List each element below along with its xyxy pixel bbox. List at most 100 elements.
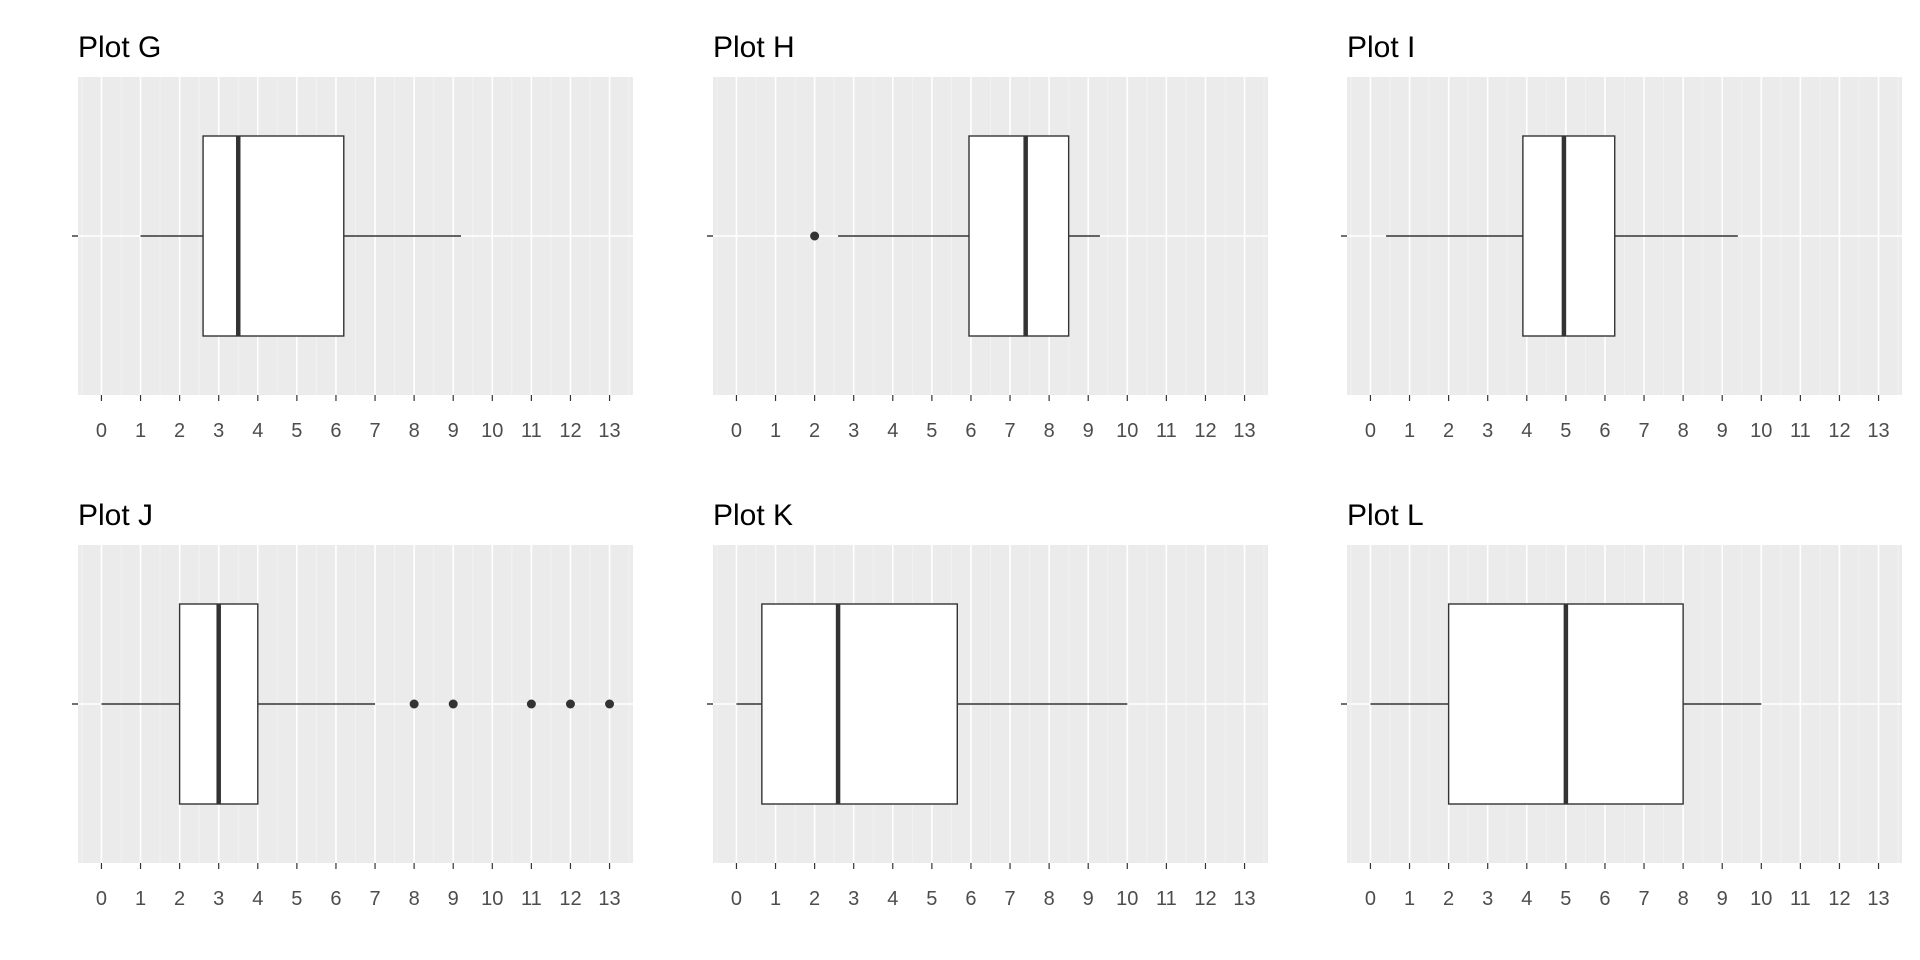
boxplot-panel: Plot H0 1 2 3 4 5 6 7 8 9 10 11 12 13 xyxy=(707,31,1268,442)
outlier-point xyxy=(526,699,536,709)
boxplot-panel: Plot K0 1 2 3 4 5 6 7 8 9 10 11 12 13 xyxy=(707,499,1268,910)
x-tick-label: 2 xyxy=(174,420,185,442)
x-tick-label: 13 xyxy=(1233,888,1255,910)
x-tick-label: 3 xyxy=(848,888,859,910)
x-tick-label: 11 xyxy=(1790,420,1811,442)
outlier-point xyxy=(810,231,820,241)
x-tick-label: 0 xyxy=(1365,888,1376,910)
x-tick-label: 2 xyxy=(809,420,820,442)
x-tick-label: 5 xyxy=(1560,888,1571,910)
x-tick-label: 0 xyxy=(1365,420,1376,442)
x-tick-label: 1 xyxy=(770,420,781,442)
x-tick-label: 10 xyxy=(481,888,503,910)
x-tick-label: 10 xyxy=(1116,420,1138,442)
x-tick-label: 8 xyxy=(1044,420,1055,442)
x-tick-label: 1 xyxy=(135,888,146,910)
x-tick-label: 12 xyxy=(559,888,581,910)
x-tick-label: 4 xyxy=(252,420,263,442)
x-tick-label: 2 xyxy=(1443,888,1454,910)
x-tick-label: 9 xyxy=(448,420,459,442)
x-tick-label: 6 xyxy=(1599,420,1610,442)
x-tick-label: 4 xyxy=(252,888,263,910)
x-tick-label: 7 xyxy=(369,888,380,910)
x-tick-label: 1 xyxy=(1404,888,1415,910)
x-tick-label: 2 xyxy=(1443,420,1454,442)
boxplot-panel: Plot G0 1 2 3 4 5 6 7 8 9 10 11 12 13 xyxy=(72,31,633,442)
x-tick-label: 13 xyxy=(1867,420,1889,442)
x-tick-label: 6 xyxy=(965,888,976,910)
x-tick-label: 0 xyxy=(96,420,107,442)
x-tick-label: 11 xyxy=(1790,888,1811,910)
x-tick-label: 0 xyxy=(731,888,742,910)
x-tick-label: 8 xyxy=(409,420,420,442)
x-tick-label: 3 xyxy=(1482,420,1493,442)
x-tick-label: 1 xyxy=(770,888,781,910)
x-tick-label: 4 xyxy=(887,420,898,442)
box-iqr xyxy=(968,135,1070,337)
x-tick-label: 12 xyxy=(1828,420,1850,442)
x-tick-label: 12 xyxy=(1194,420,1216,442)
x-tick-label: 5 xyxy=(291,888,302,910)
x-tick-label: 12 xyxy=(559,420,581,442)
boxplot-panel: Plot J0 1 2 3 4 5 6 7 8 9 10 11 12 13 xyxy=(72,499,633,910)
box-iqr xyxy=(1522,135,1616,337)
x-tick-label: 7 xyxy=(1004,420,1015,442)
x-tick-label: 10 xyxy=(1116,888,1138,910)
x-tick-label: 1 xyxy=(135,420,146,442)
x-tick-label: 7 xyxy=(1638,888,1649,910)
x-tick-label: 0 xyxy=(731,420,742,442)
x-tick-label: 10 xyxy=(1750,888,1772,910)
x-tick-label: 12 xyxy=(1194,888,1216,910)
x-tick-label: 11 xyxy=(521,420,542,442)
plot-title: Plot H xyxy=(713,31,795,64)
plot-title: Plot K xyxy=(713,499,793,532)
x-tick-label: 6 xyxy=(330,888,341,910)
x-tick-label: 5 xyxy=(291,420,302,442)
x-tick-label: 7 xyxy=(1638,420,1649,442)
box-iqr xyxy=(761,603,958,805)
x-tick-label: 3 xyxy=(1482,888,1493,910)
outlier-point xyxy=(409,699,419,709)
x-tick-label: 9 xyxy=(448,888,459,910)
x-tick-label: 6 xyxy=(1599,888,1610,910)
x-tick-label: 2 xyxy=(809,888,820,910)
plot-title: Plot L xyxy=(1347,499,1424,532)
x-tick-label: 7 xyxy=(1004,888,1015,910)
outlier-point xyxy=(448,699,458,709)
x-tick-label: 5 xyxy=(926,420,937,442)
x-tick-label: 10 xyxy=(1750,420,1772,442)
x-tick-label: 13 xyxy=(1233,420,1255,442)
x-tick-label: 2 xyxy=(174,888,185,910)
x-tick-label: 13 xyxy=(1867,888,1889,910)
x-tick-label: 10 xyxy=(481,420,503,442)
x-tick-label: 3 xyxy=(213,888,224,910)
x-tick-label: 9 xyxy=(1717,888,1728,910)
x-tick-label: 9 xyxy=(1717,420,1728,442)
plot-title: Plot G xyxy=(78,31,161,64)
x-tick-label: 11 xyxy=(1156,420,1177,442)
x-tick-label: 9 xyxy=(1083,888,1094,910)
outlier-point xyxy=(565,699,575,709)
x-tick-label: 4 xyxy=(1521,888,1532,910)
x-tick-label: 7 xyxy=(369,420,380,442)
x-tick-label: 13 xyxy=(598,888,620,910)
boxplot-panel: Plot L0 1 2 3 4 5 6 7 8 9 10 11 12 13 xyxy=(1341,499,1902,910)
x-tick-label: 5 xyxy=(1560,420,1571,442)
x-tick-label: 4 xyxy=(1521,420,1532,442)
plot-title: Plot J xyxy=(78,499,153,532)
x-tick-label: 8 xyxy=(1678,420,1689,442)
x-tick-label: 8 xyxy=(409,888,420,910)
x-tick-label: 12 xyxy=(1828,888,1850,910)
x-tick-label: 6 xyxy=(965,420,976,442)
x-tick-label: 13 xyxy=(598,420,620,442)
x-tick-label: 1 xyxy=(1404,420,1415,442)
x-tick-label: 11 xyxy=(1156,888,1177,910)
box-iqr xyxy=(202,135,345,337)
outlier-point xyxy=(605,699,615,709)
x-tick-label: 9 xyxy=(1083,420,1094,442)
x-tick-label: 4 xyxy=(887,888,898,910)
x-tick-label: 5 xyxy=(926,888,937,910)
x-tick-label: 8 xyxy=(1678,888,1689,910)
x-tick-label: 8 xyxy=(1044,888,1055,910)
